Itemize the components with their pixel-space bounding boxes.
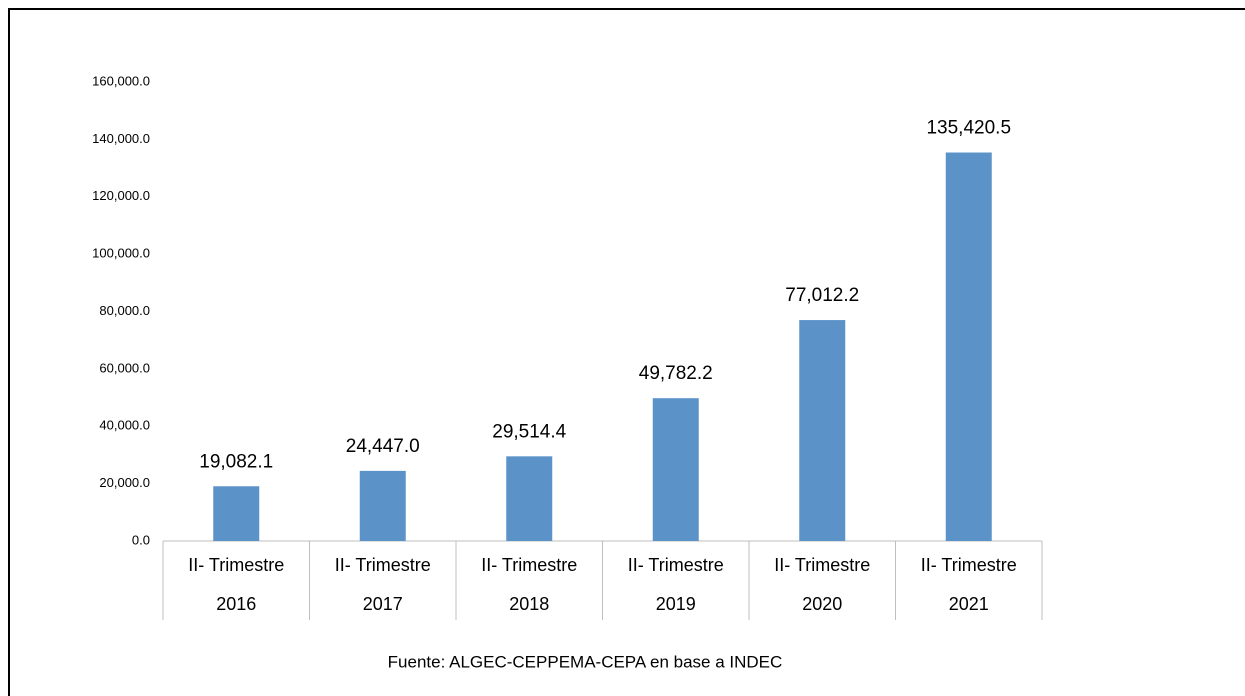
x-tick-label: 2018 xyxy=(509,594,549,614)
frame xyxy=(8,8,1245,696)
y-tick-label: 20,000.0 xyxy=(99,475,150,490)
value-label: 135,420.5 xyxy=(926,118,1011,139)
x-tick-label: 2016 xyxy=(216,594,256,614)
value-label: 19,082.1 xyxy=(199,451,273,472)
y-tick-label: 100,000.0 xyxy=(92,246,150,261)
x-tick-label: II- Trimestre xyxy=(481,555,577,575)
x-tick-label: II- Trimestre xyxy=(188,555,284,575)
y-tick-label: 80,000.0 xyxy=(99,303,150,318)
y-tick-label: 120,000.0 xyxy=(92,188,150,203)
y-tick-label: 160,000.0 xyxy=(92,73,150,88)
x-tick-label: 2020 xyxy=(802,594,842,614)
bar xyxy=(652,398,699,541)
bar xyxy=(799,320,846,541)
x-tick-label: II- Trimestre xyxy=(774,555,870,575)
bar xyxy=(359,470,406,541)
y-tick-label: 140,000.0 xyxy=(92,131,150,146)
value-label: 49,782.2 xyxy=(639,363,713,384)
x-tick-label: II- Trimestre xyxy=(335,555,431,575)
x-tick-label: 2021 xyxy=(949,594,989,614)
x-tick-label: II- Trimestre xyxy=(628,555,724,575)
y-tick-label: 0.0 xyxy=(132,532,150,547)
value-label: 29,514.4 xyxy=(492,421,566,442)
value-label: 24,447.0 xyxy=(346,436,420,457)
value-label: 77,012.2 xyxy=(785,285,859,306)
bar xyxy=(213,486,260,541)
source-note: Fuente: ALGEC-CEPPEMA-CEPA en base a IND… xyxy=(388,652,783,671)
x-tick-label: 2017 xyxy=(363,594,403,614)
bar xyxy=(945,152,992,541)
bar xyxy=(506,456,553,541)
x-tick-label: 2019 xyxy=(656,594,696,614)
x-tick-label: II- Trimestre xyxy=(921,555,1017,575)
y-tick-label: 40,000.0 xyxy=(99,418,150,433)
y-tick-label: 60,000.0 xyxy=(99,360,150,375)
